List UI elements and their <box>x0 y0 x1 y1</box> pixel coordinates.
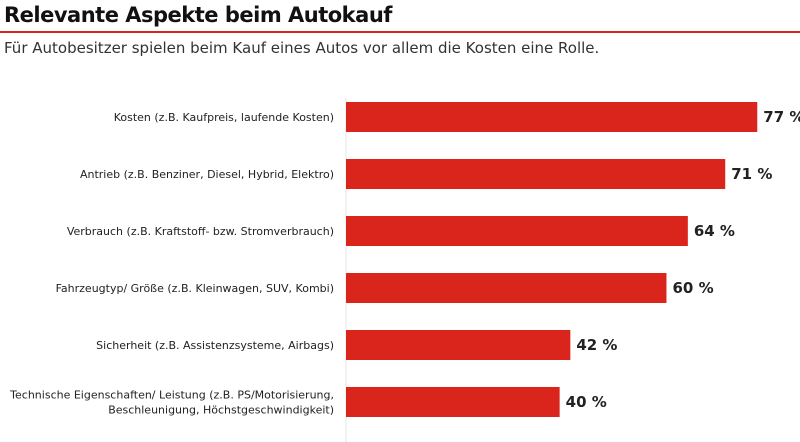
value-label: 64 % <box>694 222 735 240</box>
value-label: 77 % <box>763 108 800 126</box>
category-label: Antrieb (z.B. Benziner, Diesel, Hybrid, … <box>80 168 334 181</box>
category-label: Fahrzeugtyp/ Größe (z.B. Kleinwagen, SUV… <box>56 282 334 295</box>
bar <box>346 159 726 189</box>
category-label: Kosten (z.B. Kaufpreis, laufende Kosten) <box>114 111 334 124</box>
category-label: Verbrauch (z.B. Kraftstoff- bzw. Stromve… <box>67 225 334 238</box>
category-label: Sicherheit (z.B. Assistenzsysteme, Airba… <box>96 339 334 352</box>
category-label: Beschleunigung, Höchstgeschwindigkeit) <box>108 404 334 417</box>
value-label: 42 % <box>576 336 617 354</box>
value-label: 40 % <box>566 393 607 411</box>
bar <box>346 102 758 132</box>
bar <box>346 387 560 417</box>
bar <box>346 273 667 303</box>
chart-title: Relevante Aspekte beim Autokauf <box>4 3 392 27</box>
value-label: 71 % <box>731 165 772 183</box>
title-divider <box>0 31 800 33</box>
bar <box>346 216 688 246</box>
category-label: Technische Eigenschaften/ Leistung (z.B.… <box>9 389 334 402</box>
value-label: 60 % <box>672 279 713 297</box>
chart-subtitle: Für Autobesitzer spielen beim Kauf eines… <box>4 39 600 57</box>
bar <box>346 330 571 360</box>
